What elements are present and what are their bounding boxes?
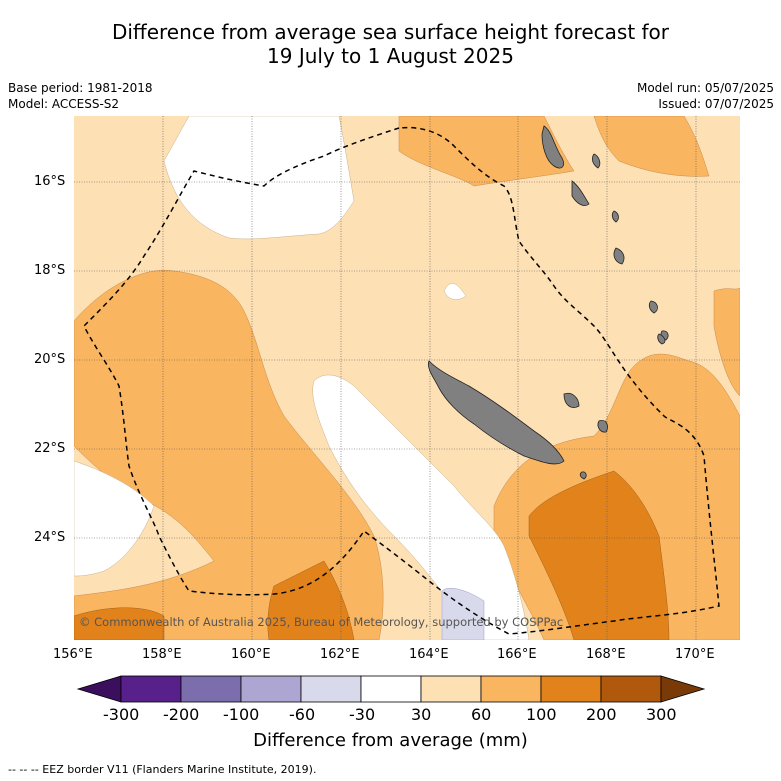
epi: [611, 210, 619, 223]
matthew-island: [579, 471, 587, 480]
colorbar-title: Difference from average (mm): [253, 730, 528, 751]
anomaly-60-100-west: [74, 270, 384, 640]
lon-tick-158e: 158°E: [142, 647, 182, 662]
erromango: [657, 333, 666, 345]
model-run: Model run: 05/07/2025: [636, 81, 774, 95]
lon-tick-168e: 168°E: [586, 647, 626, 662]
lon-tick-156e: 156°E: [53, 647, 93, 662]
colorbar-extend-low: [76, 675, 122, 703]
colorbar-bin-100-200: [540, 675, 602, 703]
lon-tick-162e: 162°E: [320, 647, 360, 662]
colorbar-label-30: 30: [411, 705, 432, 724]
anomaly-60-100-northeast2: [593, 116, 710, 177]
pentecost: [591, 153, 601, 169]
colorbar-bin-minus100-minus60: [240, 675, 302, 703]
colorbar-label-100: 100: [526, 705, 557, 724]
vanuatu-espiritu-santo: [541, 125, 564, 169]
graticule: [74, 116, 740, 640]
near-average-north: [163, 116, 355, 240]
colorbar-bin-minus200-minus100: [180, 675, 242, 703]
loyalty-mare: [597, 419, 608, 433]
colorbar-bin-minus30-30: [360, 675, 422, 703]
land-masses: [427, 125, 669, 480]
colorbar-label-minus60: -60: [289, 705, 316, 724]
colorbar-label-60: 60: [471, 705, 492, 724]
vanuatu-malakula: [571, 180, 590, 206]
anomaly-60-100-farright: [713, 287, 740, 397]
near-average-islet: [443, 283, 467, 300]
lat-tick-18s: 18°S: [34, 263, 66, 278]
anomaly-100-200-south: [267, 560, 355, 640]
map-title-line1: Difference from average sea surface heig…: [111, 20, 670, 44]
anomaly-minus30-minus60: [441, 587, 485, 640]
colorbar-bin-minus300-minus200: [120, 675, 182, 703]
near-average-west: [74, 460, 155, 577]
issued-date: Issued: 07/07/2025: [658, 97, 774, 111]
anomaly-100-200-southwest: [74, 607, 165, 640]
model-name: Model: ACCESS-S2: [8, 97, 120, 111]
colorbar-label-minus100: -100: [223, 705, 260, 724]
colorbar-label-200: 200: [586, 705, 617, 724]
loyalty-lifou: [563, 392, 580, 408]
colorbar-bin-30-60: [420, 675, 482, 703]
colorbar-label-minus30: -30: [349, 705, 376, 724]
colorbar-label-300: 300: [646, 705, 677, 724]
vanuatu-efate: [613, 247, 625, 265]
anomaly-100-200-southeast: [528, 470, 670, 640]
lat-tick-22s: 22°S: [34, 441, 66, 456]
colorbar-extend-high: [660, 675, 706, 703]
tanna: [648, 300, 658, 314]
eez-border: [83, 126, 720, 635]
colorbar: [76, 675, 706, 703]
lat-tick-16s: 16°S: [34, 174, 66, 189]
near-average-central: [312, 374, 530, 640]
colorbar-bin-60-100: [480, 675, 542, 703]
base-period: Base period: 1981-2018: [8, 81, 153, 95]
eez-legend-footer: -- -- -- EEZ border V11 (Flanders Marine…: [8, 763, 317, 776]
lon-tick-170e: 170°E: [675, 647, 715, 662]
lat-tick-24s: 24°S: [34, 530, 66, 545]
colorbar-label-minus200: -200: [163, 705, 200, 724]
lon-tick-164e: 164°E: [409, 647, 449, 662]
new-caledonia: [427, 360, 565, 465]
colorbar-label-minus300: -300: [103, 705, 140, 724]
anomaly-60-100-northeast: [398, 116, 575, 187]
colorbar-bin-200-300: [600, 675, 662, 703]
map-title-line2: 19 July to 1 August 2025: [267, 44, 514, 68]
lat-tick-20s: 20°S: [34, 352, 66, 367]
lon-tick-166e: 166°E: [497, 647, 537, 662]
lon-tick-160e: 160°E: [231, 647, 271, 662]
sea-height-map: © Commonwealth of Australia 2025, Bureau…: [74, 116, 740, 640]
copyright-notice: © Commonwealth of Australia 2025, Bureau…: [79, 615, 564, 629]
map-svg: [74, 116, 740, 640]
colorbar-bin-minus60-minus30: [300, 675, 362, 703]
